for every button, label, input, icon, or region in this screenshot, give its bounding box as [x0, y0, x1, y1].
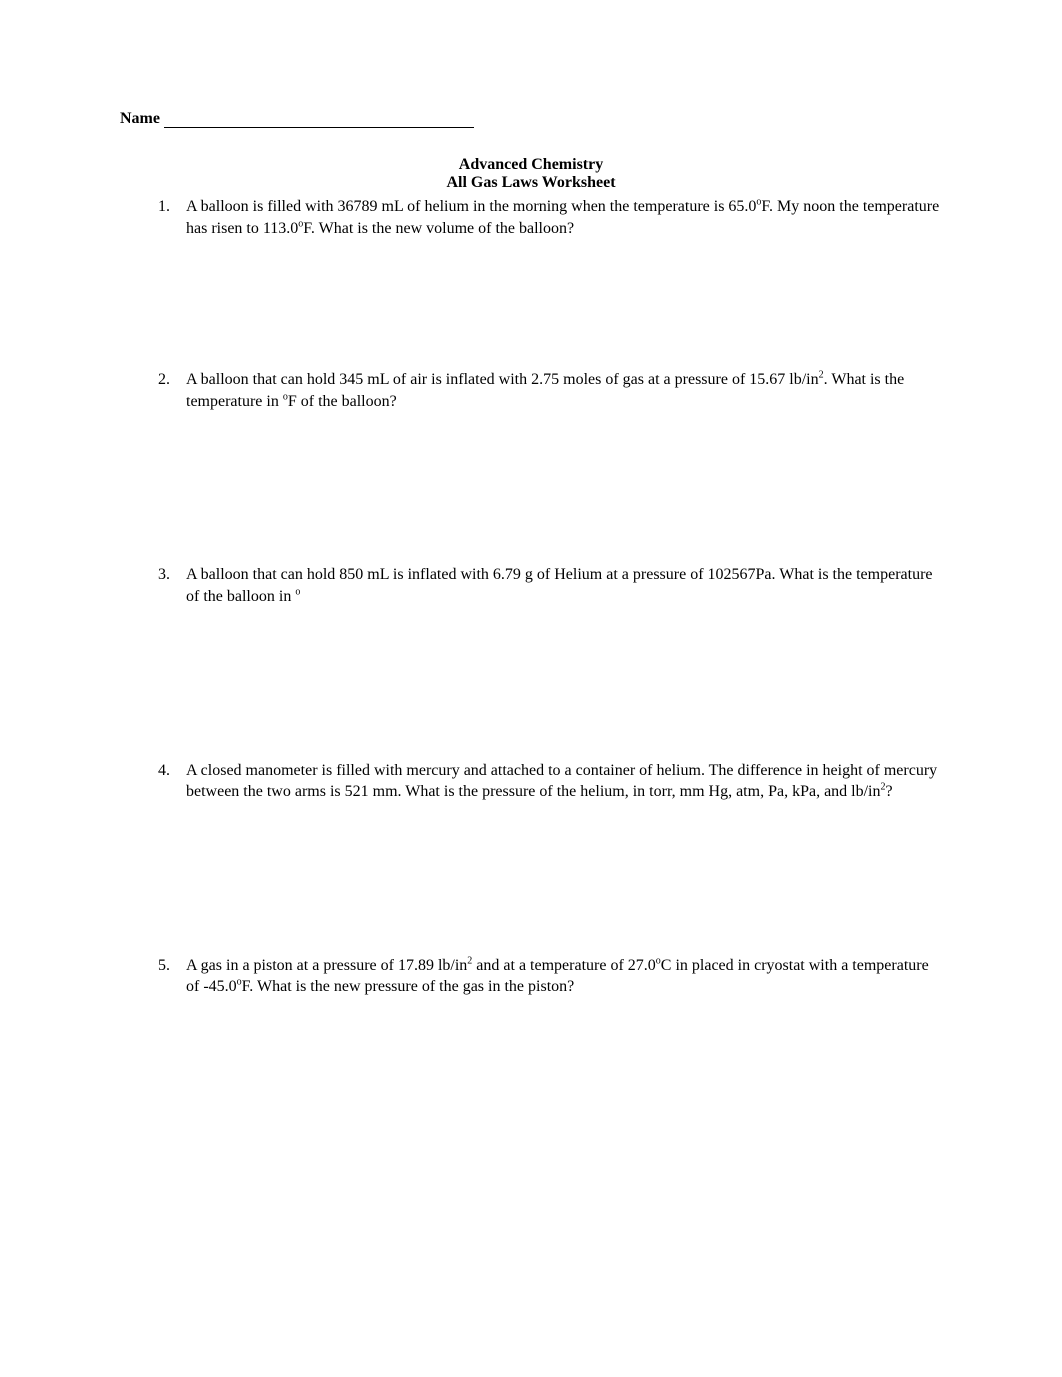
text-run: A gas in a piston at a pressure of 17.89… [186, 957, 467, 974]
problem-5: 5.A gas in a piston at a pressure of 17.… [158, 955, 942, 998]
text-run: A balloon is filled with 36789 mL of hel… [186, 198, 756, 215]
problem-text: A balloon that can hold 850 mL is inflat… [186, 564, 942, 607]
text-run: F. What is the new pressure of the gas i… [242, 978, 575, 995]
problem-3: 3. A balloon that can hold 850 mL is inf… [158, 564, 942, 607]
problem-number: 4. [158, 760, 186, 803]
problem-number: 5. [158, 955, 186, 998]
header: Advanced Chemistry All Gas Laws Workshee… [120, 156, 942, 192]
text-run: A balloon that can hold 345 mL of air is… [186, 371, 819, 388]
problem-number: 2. [158, 369, 186, 412]
text-run: ? [886, 783, 893, 800]
problem-text: A closed manometer is filled with mercur… [186, 760, 942, 803]
problem-text: A gas in a piston at a pressure of 17.89… [186, 955, 942, 998]
name-label: Name [120, 110, 160, 127]
problem-text: A balloon is filled with 36789 mL of hel… [186, 196, 942, 239]
problem-text: A balloon that can hold 345 mL of air is… [186, 369, 942, 412]
name-field: Name [120, 110, 942, 128]
text-run: F of the balloon? [288, 393, 397, 410]
text-run: and at a temperature of 27.0 [472, 957, 655, 974]
course-title: Advanced Chemistry [120, 156, 942, 174]
problem-number: 3. [158, 564, 186, 607]
name-underline [164, 127, 474, 128]
worksheet-title: All Gas Laws Worksheet [120, 174, 942, 192]
text-run: A closed manometer is filled with mercur… [186, 762, 937, 801]
problem-1: 1.A balloon is filled with 36789 mL of h… [158, 196, 942, 239]
problem-2: 2.A balloon that can hold 345 mL of air … [158, 369, 942, 412]
superscript: o [295, 587, 300, 598]
text-run: F. What is the new volume of the balloon… [303, 220, 574, 237]
problem-number: 1. [158, 196, 186, 239]
problems-list: 1.A balloon is filled with 36789 mL of h… [120, 196, 942, 998]
problem-4: 4.A closed manometer is filled with merc… [158, 760, 942, 803]
